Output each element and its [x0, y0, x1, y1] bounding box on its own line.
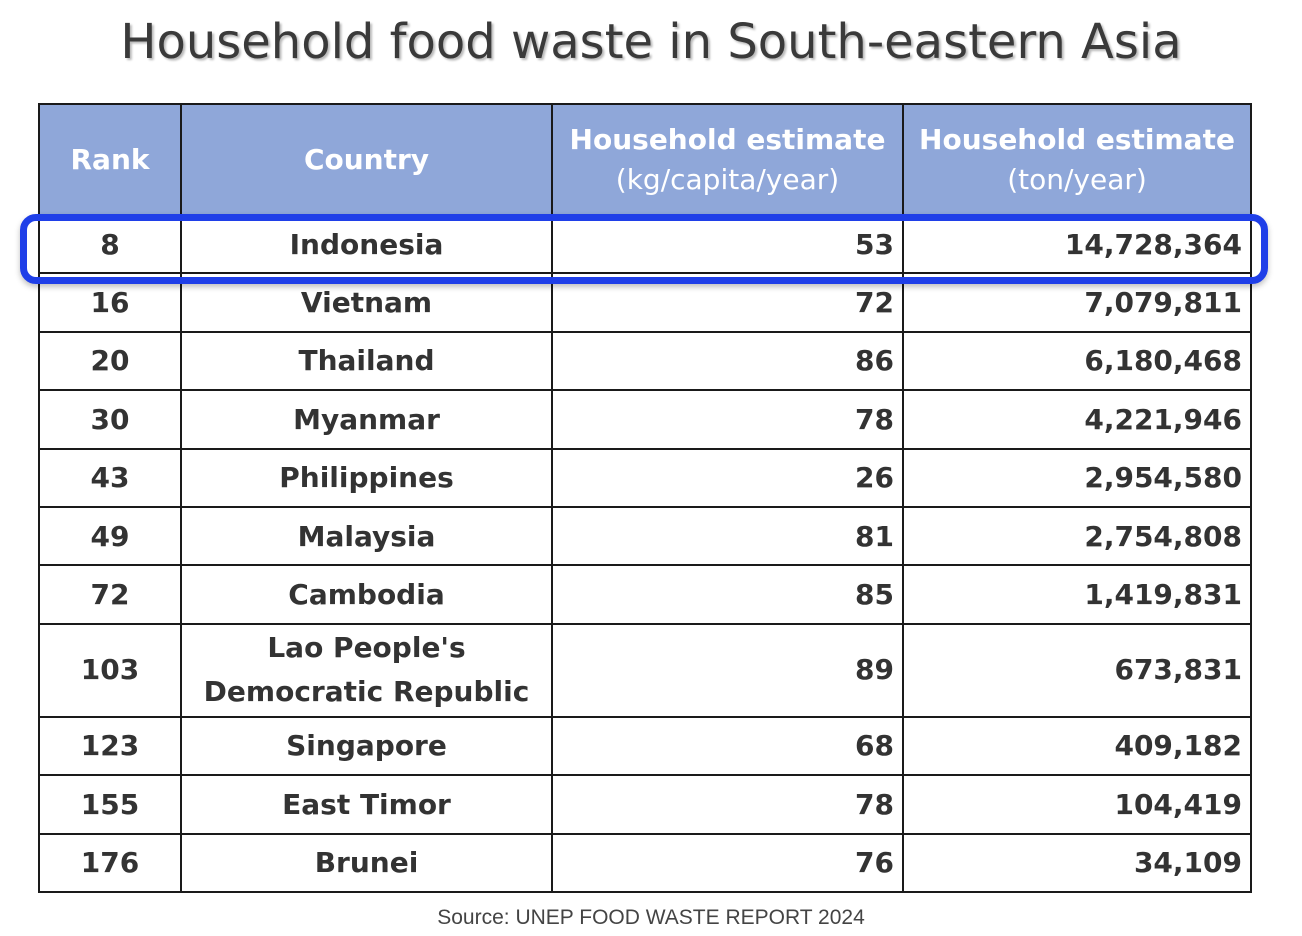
- header-kg-per-capita: Household estimate (kg/capita/year): [551, 103, 904, 216]
- rank-cell: 16: [38, 272, 182, 333]
- rank-cell: 176: [38, 832, 182, 893]
- country-cell: Thailand: [180, 330, 553, 392]
- table-row: 155 East Timor 78 104,419: [38, 774, 1252, 835]
- header-country: Country: [180, 103, 553, 216]
- kg-cell: 68: [551, 715, 904, 777]
- kg-cell: 26: [551, 447, 904, 508]
- page-title: Household food waste in South-eastern As…: [120, 14, 1182, 70]
- rank-cell: 30: [38, 389, 182, 450]
- ton-cell: 4,221,946: [902, 389, 1252, 450]
- rank-cell: 8: [38, 213, 182, 275]
- ton-cell: 2,754,808: [902, 505, 1252, 567]
- country-cell: Indonesia: [180, 213, 553, 275]
- rank-cell: 20: [38, 330, 182, 392]
- kg-cell: 85: [551, 564, 904, 625]
- header-ton-per-year: Household estimate (ton/year): [902, 103, 1252, 216]
- country-line1: Lao People's: [267, 631, 466, 665]
- table-row: 30 Myanmar 78 4,221,946: [38, 389, 1252, 450]
- country-line2: Democratic Republic: [203, 675, 530, 709]
- source-caption: Source: UNEP FOOD WASTE REPORT 2024: [437, 906, 865, 929]
- header-ton-line1: Household estimate: [919, 122, 1235, 156]
- kg-cell: 89: [551, 622, 904, 718]
- country-cell: Cambodia: [180, 564, 553, 625]
- ton-cell: 409,182: [902, 715, 1252, 777]
- country-cell: Lao People's Democratic Republic: [180, 622, 553, 718]
- ton-cell: 104,419: [902, 774, 1252, 835]
- country-cell: Vietnam: [180, 272, 553, 333]
- table-row: 176 Brunei 76 34,109: [38, 832, 1252, 893]
- kg-cell: 72: [551, 272, 904, 333]
- kg-cell: 81: [551, 505, 904, 567]
- ton-cell: 34,109: [902, 832, 1252, 893]
- ton-cell: 1,419,831: [902, 564, 1252, 625]
- ton-cell: 14,728,364: [902, 213, 1252, 275]
- country-cell: Philippines: [180, 447, 553, 508]
- kg-cell: 86: [551, 330, 904, 392]
- country-cell: Singapore: [180, 715, 553, 777]
- header-row: Rank Country Household estimate (kg/capi…: [38, 103, 1252, 216]
- header-kg-line2: (kg/capita/year): [615, 162, 840, 196]
- table-row: 16 Vietnam 72 7,079,811: [38, 272, 1252, 333]
- ton-cell: 673,831: [902, 622, 1252, 718]
- kg-cell: 53: [551, 213, 904, 275]
- header-ton-line2: (ton/year): [1007, 162, 1147, 196]
- table-row: 49 Malaysia 81 2,754,808: [38, 505, 1252, 567]
- header-rank: Rank: [38, 103, 182, 216]
- country-cell: Myanmar: [180, 389, 553, 450]
- food-waste-table: Rank Country Household estimate (kg/capi…: [38, 103, 1252, 893]
- kg-cell: 78: [551, 774, 904, 835]
- table-row: 123 Singapore 68 409,182: [38, 715, 1252, 777]
- country-cell: Malaysia: [180, 505, 553, 567]
- country-cell: Brunei: [180, 832, 553, 893]
- ton-cell: 2,954,580: [902, 447, 1252, 508]
- ton-cell: 7,079,811: [902, 272, 1252, 333]
- table-row: 72 Cambodia 85 1,419,831: [38, 564, 1252, 625]
- rank-cell: 103: [38, 622, 182, 718]
- rank-cell: 43: [38, 447, 182, 508]
- rank-cell: 123: [38, 715, 182, 777]
- table-row: 8 Indonesia 53 14,728,364: [38, 213, 1252, 275]
- kg-cell: 78: [551, 389, 904, 450]
- table-row: 20 Thailand 86 6,180,468: [38, 330, 1252, 392]
- rank-cell: 72: [38, 564, 182, 625]
- table-row: 43 Philippines 26 2,954,580: [38, 447, 1252, 508]
- kg-cell: 76: [551, 832, 904, 893]
- ton-cell: 6,180,468: [902, 330, 1252, 392]
- country-cell: East Timor: [180, 774, 553, 835]
- rank-cell: 49: [38, 505, 182, 567]
- rank-cell: 155: [38, 774, 182, 835]
- table-row: 103 Lao People's Democratic Republic 89 …: [38, 622, 1252, 718]
- header-kg-line1: Household estimate: [569, 122, 886, 156]
